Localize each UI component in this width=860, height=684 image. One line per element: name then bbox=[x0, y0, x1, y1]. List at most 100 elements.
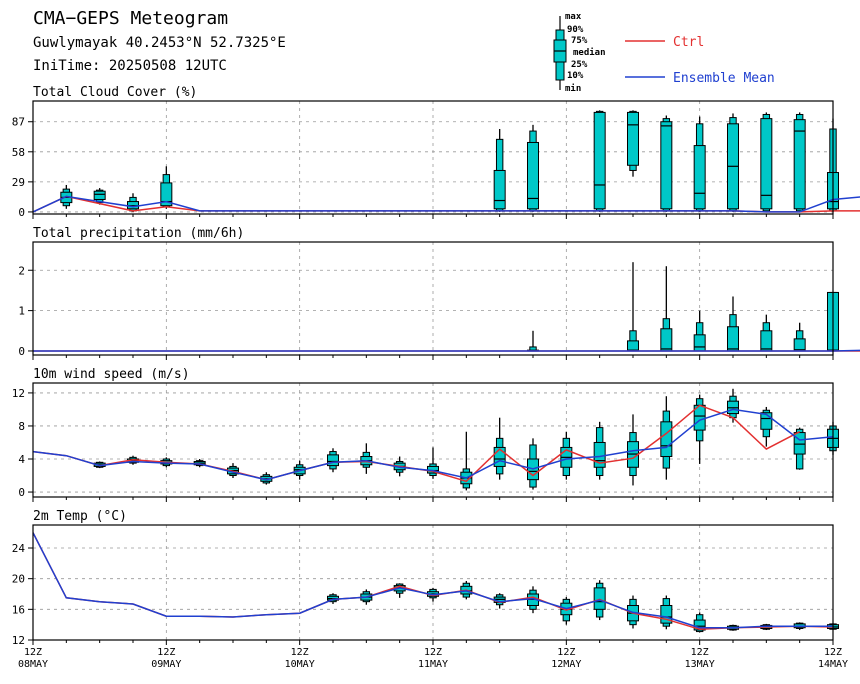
series-0-mean bbox=[32, 195, 860, 213]
ytick-label-0-3: 87 bbox=[12, 116, 25, 129]
panel-1: Total precipitation (mm/6h) 0 1 2 bbox=[18, 226, 860, 360]
ytick-label-1-2: 2 bbox=[18, 264, 25, 277]
box-2-15 bbox=[593, 421, 606, 480]
iqr-box bbox=[593, 587, 606, 610]
box-0-5 bbox=[527, 124, 539, 212]
ytick-label-0-2: 58 bbox=[12, 146, 25, 159]
ytick-label-3-0: 12 bbox=[12, 634, 25, 647]
ytick-label-0-0: 0 bbox=[18, 206, 25, 219]
legend-label-6: min bbox=[565, 83, 581, 94]
legend-label-0: max bbox=[565, 12, 582, 22]
panel-2: 10m wind speed (m/s) 0 4 8 12 bbox=[12, 367, 839, 502]
xtick-label-date-0: 08MAY bbox=[18, 659, 48, 670]
box-1-2 bbox=[660, 266, 673, 352]
xtick-label-time-0: 12Z bbox=[24, 647, 42, 658]
iqr-box bbox=[660, 328, 673, 352]
box-0-12 bbox=[793, 112, 806, 212]
panel-title-2: 10m wind speed (m/s) bbox=[33, 367, 190, 382]
ytick-label-2-3: 12 bbox=[12, 387, 25, 400]
panel-title-3: 2m Temp (°C) bbox=[33, 509, 127, 524]
iqr-box bbox=[493, 169, 506, 210]
ytick-label-1-1: 1 bbox=[18, 305, 25, 318]
ytick-label-3-1: 16 bbox=[12, 603, 25, 616]
ytick-label-2-2: 8 bbox=[18, 420, 25, 433]
box-0-11 bbox=[760, 112, 773, 212]
legend-label-5: 10% bbox=[567, 71, 584, 81]
iqr-box bbox=[793, 119, 806, 210]
ytick-label-2-1: 4 bbox=[18, 453, 25, 466]
xtick-label-time-1: 12Z bbox=[157, 647, 175, 658]
box-2-16 bbox=[627, 414, 639, 486]
legend-text-0: Ctrl bbox=[673, 35, 704, 50]
xtick-label-date-6: 14MAY bbox=[818, 659, 848, 670]
box-2-14 bbox=[560, 431, 573, 480]
iqr-box bbox=[627, 111, 639, 166]
box-2-7 bbox=[327, 448, 339, 473]
iqr-box bbox=[160, 182, 173, 207]
xtick-label-time-2: 12Z bbox=[291, 647, 309, 658]
panel-title-1: Total precipitation (mm/6h) bbox=[33, 226, 244, 241]
legend-label-3: median bbox=[573, 47, 606, 58]
iqr-box bbox=[727, 326, 739, 352]
legend-label-2: 75% bbox=[571, 36, 588, 46]
iqr-box bbox=[327, 454, 339, 467]
box-1-1 bbox=[627, 262, 639, 352]
iqr-box bbox=[660, 121, 673, 210]
xtick-label-date-4: 12MAY bbox=[551, 659, 581, 670]
iqr-box bbox=[760, 330, 773, 352]
iqr-box bbox=[627, 340, 639, 352]
box-0-9 bbox=[693, 116, 706, 212]
xtick-label-date-3: 11MAY bbox=[418, 659, 448, 670]
legend-label-4: 25% bbox=[571, 60, 588, 70]
box-1-3 bbox=[693, 310, 706, 352]
box-0-8 bbox=[660, 115, 673, 212]
iqr-box bbox=[793, 338, 806, 352]
legend-text-1: Ensemble Mean bbox=[673, 71, 775, 86]
iqr-box bbox=[593, 111, 606, 210]
box-2-21 bbox=[793, 427, 806, 470]
box-0-2 bbox=[127, 193, 139, 212]
box-0-10 bbox=[727, 113, 739, 212]
iqr-box bbox=[527, 141, 539, 210]
iqr-box bbox=[760, 118, 773, 210]
iqr-box bbox=[760, 412, 773, 430]
meteogram-title: CMA−GEPS Meteogram bbox=[33, 8, 228, 29]
panel-frame-0 bbox=[32, 100, 834, 215]
iqr-box bbox=[660, 605, 673, 624]
xtick-label-time-3: 12Z bbox=[424, 647, 442, 658]
xtick-label-time-5: 12Z bbox=[691, 647, 709, 658]
series-3-mean bbox=[32, 532, 833, 629]
series-2-ctrl bbox=[32, 404, 801, 483]
panel-0: Total Cloud Cover (%) 0 29 58 87 bbox=[12, 85, 860, 219]
box-1-4 bbox=[727, 296, 739, 352]
box-2-20 bbox=[760, 406, 773, 447]
xtick-label-time-6: 12Z bbox=[824, 647, 842, 658]
box-0-7 bbox=[627, 110, 639, 177]
iqr-box bbox=[693, 334, 706, 352]
ytick-label-1-0: 0 bbox=[18, 345, 25, 358]
box-1-5 bbox=[760, 314, 773, 352]
box-2-8 bbox=[360, 443, 373, 474]
xtick-label-date-5: 13MAY bbox=[685, 659, 715, 670]
box-2-10 bbox=[427, 447, 439, 479]
iqr-box bbox=[93, 190, 106, 200]
series-legend: Ctrl Ensemble Mean bbox=[625, 35, 775, 86]
panel-frame-3 bbox=[32, 524, 834, 641]
box-3-2 bbox=[393, 583, 406, 598]
panel-3: 2m Temp (°C) 12 16 20 24 bbox=[12, 509, 839, 647]
panel-title-0: Total Cloud Cover (%) bbox=[33, 85, 197, 100]
box-1-6 bbox=[793, 322, 806, 352]
box-whisker-legend: max 90%75%median 25%10% min bbox=[553, 12, 606, 94]
box-2-17 bbox=[660, 396, 673, 480]
ytick-label-0-1: 29 bbox=[12, 176, 25, 189]
iqr-box bbox=[660, 421, 673, 458]
iqr-box bbox=[693, 145, 706, 210]
iqr-box bbox=[493, 446, 506, 467]
iqr-box bbox=[793, 432, 806, 455]
xtick-label-time-4: 12Z bbox=[557, 647, 575, 658]
xtick-label-date-2: 10MAY bbox=[285, 659, 315, 670]
box-1-0 bbox=[527, 330, 539, 352]
box-3-10 bbox=[660, 595, 673, 630]
panel-frame-2 bbox=[32, 382, 834, 498]
